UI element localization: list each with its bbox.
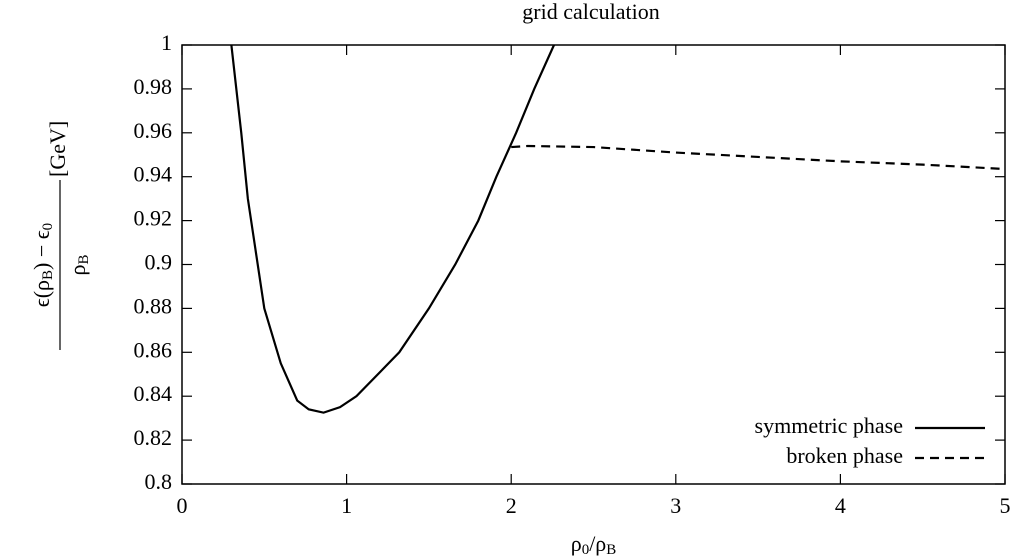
y-tick-label: 0.84 bbox=[134, 381, 173, 406]
chart-title: grid calculation bbox=[522, 0, 659, 24]
y-tick-label: 0.96 bbox=[134, 118, 173, 143]
y-label-denominator: ρB bbox=[65, 255, 92, 276]
x-tick-label: 2 bbox=[506, 493, 517, 518]
y-tick-label: 1 bbox=[161, 30, 172, 55]
x-tick-label: 0 bbox=[177, 493, 188, 518]
x-tick-label: 4 bbox=[835, 493, 846, 518]
y-axis-label: ϵ(ρB) − ϵ0 ρB [GeV] bbox=[29, 121, 92, 350]
line-series bbox=[230, 44, 555, 414]
line-series bbox=[511, 144, 1006, 171]
y-tick-label: 0.9 bbox=[145, 250, 173, 275]
y-tick-label: 0.88 bbox=[134, 293, 173, 318]
y-tick-label: 0.92 bbox=[134, 206, 173, 231]
x-tick-label: 1 bbox=[341, 493, 352, 518]
y-tick-label: 0.82 bbox=[134, 425, 173, 450]
y-label-numerator: ϵ(ρB) − ϵ0 bbox=[29, 223, 56, 307]
x-tick-label: 5 bbox=[1000, 493, 1011, 518]
x-tick-label: 3 bbox=[670, 493, 681, 518]
legend-label: broken phase bbox=[786, 443, 903, 468]
y-tick-label: 0.94 bbox=[134, 162, 173, 187]
legend-label: symmetric phase bbox=[755, 413, 903, 438]
y-tick-label: 0.8 bbox=[145, 469, 173, 494]
x-axis-label: ρ0/ρB bbox=[571, 531, 617, 558]
y-label-unit: [GeV] bbox=[45, 121, 70, 177]
y-tick-label: 0.86 bbox=[134, 337, 173, 362]
y-tick-label: 0.98 bbox=[134, 74, 173, 99]
